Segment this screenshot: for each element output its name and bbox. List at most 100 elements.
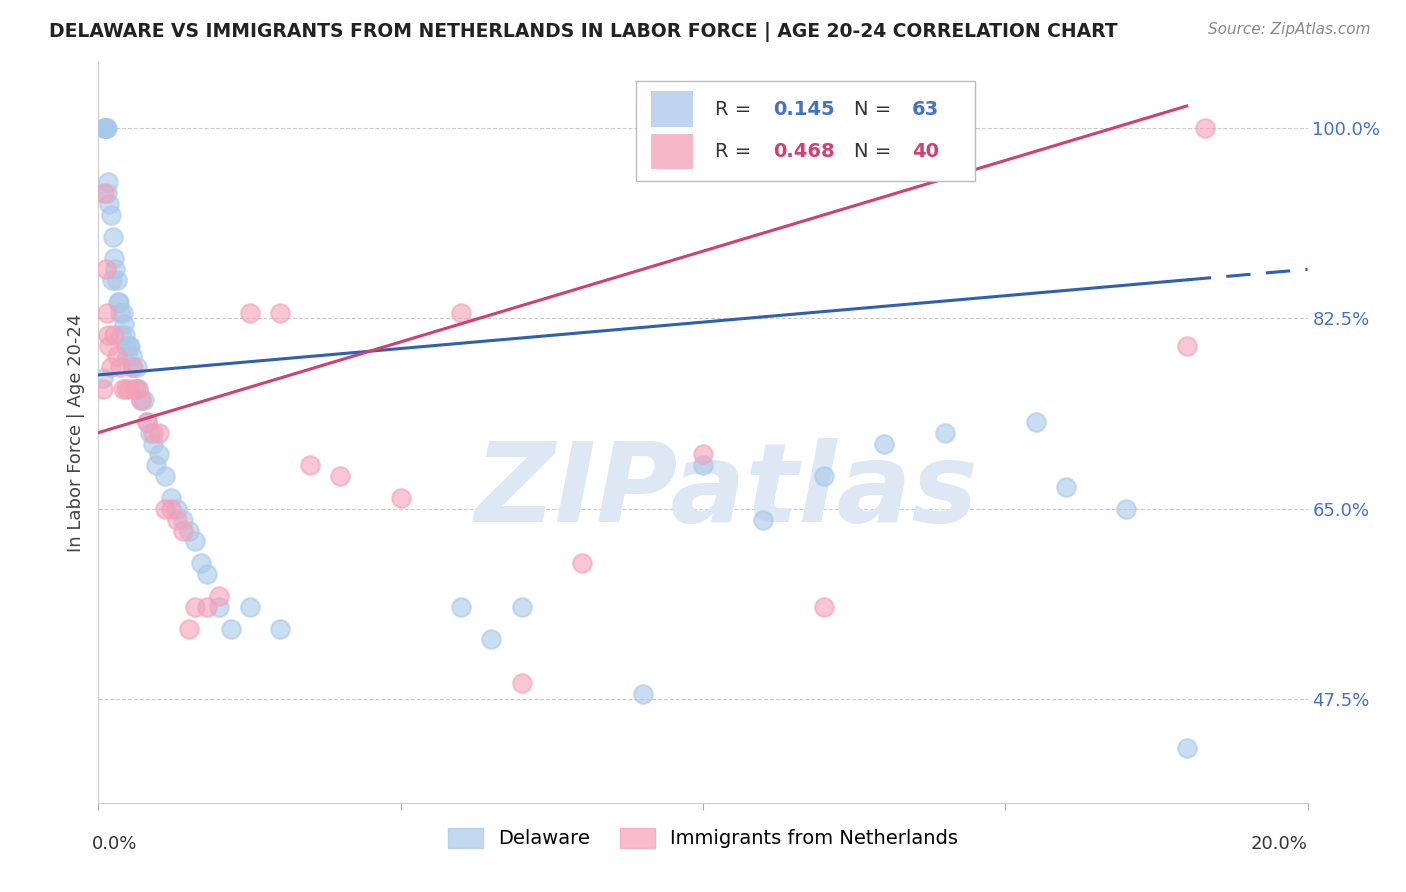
Point xyxy=(115,338,138,352)
Point xyxy=(108,306,131,320)
Point xyxy=(132,392,155,407)
Point xyxy=(103,327,125,342)
Point xyxy=(269,306,291,320)
Point xyxy=(104,262,127,277)
Point xyxy=(179,524,201,538)
Point xyxy=(135,415,157,429)
Point xyxy=(93,120,115,135)
Point xyxy=(752,513,775,527)
Point xyxy=(96,306,118,320)
Point xyxy=(299,458,322,473)
Point xyxy=(111,382,134,396)
FancyBboxPatch shape xyxy=(651,91,693,127)
Point xyxy=(269,622,291,636)
Point xyxy=(91,382,114,396)
Point xyxy=(172,513,194,527)
Point xyxy=(108,360,131,375)
Point xyxy=(1175,338,1198,352)
Point xyxy=(145,458,167,473)
Point xyxy=(121,360,143,375)
Point xyxy=(129,392,152,407)
Y-axis label: In Labor Force | Age 20-24: In Labor Force | Age 20-24 xyxy=(66,313,84,552)
FancyBboxPatch shape xyxy=(637,81,976,181)
Text: Source: ZipAtlas.com: Source: ZipAtlas.com xyxy=(1208,22,1371,37)
Point xyxy=(93,186,115,200)
Point xyxy=(1115,501,1137,516)
Point xyxy=(118,382,141,396)
Point xyxy=(105,273,128,287)
Point xyxy=(139,425,162,440)
Point xyxy=(127,382,149,396)
Text: 20.0%: 20.0% xyxy=(1251,836,1308,854)
Point xyxy=(96,186,118,200)
Text: 40: 40 xyxy=(912,142,939,161)
Text: 0.0%: 0.0% xyxy=(93,836,138,854)
Point xyxy=(166,501,188,516)
Point xyxy=(114,327,136,342)
Point xyxy=(873,436,896,450)
Point xyxy=(1175,741,1198,756)
Text: N =: N = xyxy=(855,142,897,161)
Point xyxy=(179,622,201,636)
Point xyxy=(239,306,262,320)
Point xyxy=(195,567,218,582)
Point xyxy=(100,360,122,375)
Point xyxy=(221,622,243,636)
Point xyxy=(94,120,117,135)
Point xyxy=(100,208,122,222)
Point xyxy=(101,229,124,244)
Point xyxy=(510,676,533,690)
Point xyxy=(91,371,114,385)
Point xyxy=(129,392,152,407)
Point xyxy=(153,469,176,483)
Point xyxy=(389,491,412,505)
Point xyxy=(1194,120,1216,135)
Point xyxy=(125,360,148,375)
Point xyxy=(124,382,146,396)
FancyBboxPatch shape xyxy=(651,134,693,169)
Point xyxy=(107,295,129,310)
Text: 0.468: 0.468 xyxy=(773,142,835,161)
Text: N =: N = xyxy=(855,100,897,119)
Point xyxy=(934,425,956,440)
Point xyxy=(208,589,231,603)
Point xyxy=(190,556,212,570)
Point xyxy=(813,599,835,614)
Text: ZIPatlas: ZIPatlas xyxy=(475,438,979,545)
Text: 0.145: 0.145 xyxy=(773,100,835,119)
Point xyxy=(450,599,472,614)
Point xyxy=(184,534,207,549)
Point xyxy=(114,382,136,396)
Point xyxy=(692,447,714,461)
Point xyxy=(184,599,207,614)
Point xyxy=(124,382,146,396)
Point xyxy=(1054,480,1077,494)
Point xyxy=(97,175,120,189)
Point xyxy=(153,501,176,516)
Point xyxy=(94,120,117,135)
Point xyxy=(118,338,141,352)
Point xyxy=(195,599,218,614)
Point xyxy=(117,350,139,364)
Point xyxy=(108,295,131,310)
Point xyxy=(98,197,121,211)
Point xyxy=(481,632,503,647)
Point xyxy=(813,469,835,483)
Point xyxy=(98,338,121,352)
Text: R =: R = xyxy=(716,100,758,119)
Point xyxy=(100,273,122,287)
Point xyxy=(96,120,118,135)
Point xyxy=(329,469,352,483)
Legend: Delaware, Immigrants from Netherlands: Delaware, Immigrants from Netherlands xyxy=(440,820,966,856)
Point xyxy=(1024,415,1046,429)
Point xyxy=(148,425,170,440)
Text: R =: R = xyxy=(716,142,758,161)
Text: DELAWARE VS IMMIGRANTS FROM NETHERLANDS IN LABOR FORCE | AGE 20-24 CORRELATION C: DELAWARE VS IMMIGRANTS FROM NETHERLANDS … xyxy=(49,22,1118,42)
Point xyxy=(450,306,472,320)
Point xyxy=(94,262,117,277)
Point xyxy=(135,415,157,429)
Point xyxy=(121,350,143,364)
Point xyxy=(160,501,183,516)
Text: 63: 63 xyxy=(912,100,939,119)
Point xyxy=(110,327,132,342)
